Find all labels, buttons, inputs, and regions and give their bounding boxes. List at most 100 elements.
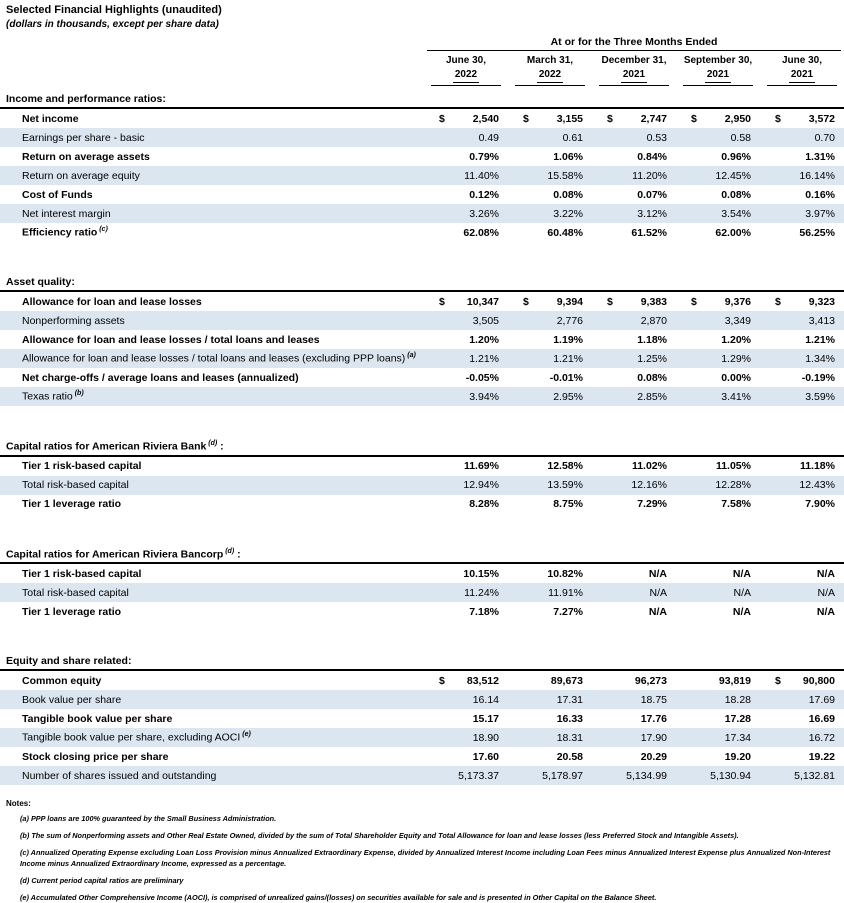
cell-value: 3,413 xyxy=(808,314,835,327)
row-label: Net income xyxy=(22,112,79,125)
table-row: Cost of Funds 0.12% 0.08% 0.07% 0.08% 0.16% xyxy=(0,185,844,204)
table-row: Net income $2,540 $3,155 $2,747 $2,950 $3,572 xyxy=(0,109,844,128)
cell-value: N/A xyxy=(816,605,835,618)
cell-value: 5,134.99 xyxy=(626,769,667,782)
row-label: Cost of Funds xyxy=(22,188,93,201)
value-cell: 3,413 xyxy=(760,315,844,327)
cell-value: 16.33 xyxy=(556,712,583,725)
value-cell: $90,800 xyxy=(760,675,844,687)
cell-value: 2,540 xyxy=(472,112,499,125)
value-cell: 19.20 xyxy=(676,751,760,763)
cell-value: 2,870 xyxy=(640,314,667,327)
footnote-marker: (d) xyxy=(223,547,235,555)
value-cell: 11.02% xyxy=(592,460,676,472)
value-cell: 16.72 xyxy=(760,732,844,744)
dollar-sign: $ xyxy=(523,295,529,308)
row-label: Nonperforming assets xyxy=(22,314,125,327)
row-label: Total risk-based capital xyxy=(22,479,129,491)
cell-value: 8.28% xyxy=(469,498,499,510)
note-item: (a) PPP loans are 100% guaranteed by the… xyxy=(20,814,277,823)
value-cell: $9,323 xyxy=(760,296,844,308)
cell-value: 12.43% xyxy=(799,479,835,491)
table-row: Tier 1 risk-based capital 11.69% 12.58% 11.… xyxy=(0,457,844,476)
cell-value: 17.76 xyxy=(640,712,667,725)
footnote-marker: (d) xyxy=(206,440,218,447)
column-date: June 30, xyxy=(781,55,823,66)
value-cell: 62.08% xyxy=(424,227,508,239)
cell-value: 61.52% xyxy=(631,226,667,239)
value-cell: 10.82% xyxy=(508,568,592,580)
cell-value: 0.16% xyxy=(805,188,835,201)
table-row: Return on average assets 0.79% 1.06% 0.84% 0… xyxy=(0,147,844,166)
cell-value: 90,800 xyxy=(802,674,835,687)
cell-value: 0.08% xyxy=(637,371,667,384)
cell-value: 3.12% xyxy=(637,207,667,220)
cell-value: 16.72 xyxy=(808,731,835,744)
cell-value: -0.01% xyxy=(549,371,583,384)
value-cell: 0.70 xyxy=(760,132,844,144)
cell-value: 7.29% xyxy=(637,498,667,510)
dollar-sign: $ xyxy=(775,112,781,125)
value-cell: 1.34% xyxy=(760,353,844,365)
value-cell: 3.12% xyxy=(592,208,676,220)
cell-value: 11.02% xyxy=(631,460,667,472)
value-cell: 3,505 xyxy=(424,315,508,327)
cell-value: -0.05% xyxy=(465,371,499,384)
cell-value: 5,132.81 xyxy=(794,769,835,782)
cell-value: 7.27% xyxy=(553,605,583,618)
cell-value: 2.85% xyxy=(637,390,667,403)
cell-value: 0.49 xyxy=(478,131,499,144)
cell-value: 0.96% xyxy=(721,150,751,163)
cell-value: N/A xyxy=(648,567,667,580)
value-cell: 7.29% xyxy=(592,498,676,510)
value-cell: 11.24% xyxy=(424,587,508,599)
cell-value: 62.08% xyxy=(463,226,499,239)
value-cell: 11.05% xyxy=(676,460,760,472)
value-cell: 18.90 xyxy=(424,732,508,744)
table-row: Total risk-based capital 11.24% 11.91% N/A N… xyxy=(0,583,844,602)
cell-value: 12.58% xyxy=(547,460,583,472)
period-header: At or for the Three Months Ended xyxy=(427,36,841,51)
cell-value: 0.61 xyxy=(562,131,583,144)
value-cell: $3,572 xyxy=(760,113,844,125)
value-cell: 0.96% xyxy=(676,151,760,163)
table-row: Efficiency ratio (c) 62.08% 60.48% 61.52% 62… xyxy=(0,223,844,242)
value-cell: 16.33 xyxy=(508,713,592,725)
cell-value: 20.29 xyxy=(640,750,667,763)
value-cell: N/A xyxy=(760,568,844,580)
cell-value: 1.34% xyxy=(805,352,835,365)
value-cell: $3,155 xyxy=(508,113,592,125)
cell-value: 5,130.94 xyxy=(710,769,751,782)
cell-value: 12.45% xyxy=(715,169,751,182)
dollar-sign: $ xyxy=(691,112,697,125)
dollar-sign: $ xyxy=(691,295,697,308)
cell-value: 1.21% xyxy=(805,333,835,346)
footnote-marker: (e) xyxy=(240,731,251,739)
value-cell: 3.41% xyxy=(676,391,760,403)
column-date: December 31, xyxy=(601,55,667,66)
cell-value: 96,273 xyxy=(634,674,667,687)
column-date: March 31, xyxy=(526,55,574,66)
cell-value: 1.18% xyxy=(637,333,667,346)
cell-value: 1.25% xyxy=(637,352,667,365)
row-label: Tangible book value per share xyxy=(22,712,173,725)
section-heading: Capital ratios for American Riviera Bank… xyxy=(0,440,844,457)
row-label: Efficiency ratio (c) xyxy=(22,226,108,239)
cell-value: -0.19% xyxy=(801,371,835,384)
value-cell: 1.06% xyxy=(508,151,592,163)
value-cell: 1.31% xyxy=(760,151,844,163)
value-cell: 1.21% xyxy=(508,353,592,365)
row-label: Tier 1 leverage ratio xyxy=(22,498,122,510)
cell-value: 7.58% xyxy=(721,498,751,510)
value-cell: 0.49 xyxy=(424,132,508,144)
value-cell: N/A xyxy=(592,587,676,599)
cell-value: 10.15% xyxy=(463,567,499,580)
value-cell: $83,512 xyxy=(424,675,508,687)
value-cell: 17.31 xyxy=(508,694,592,706)
row-label: Total risk-based capital xyxy=(22,586,129,599)
value-cell: 0.58 xyxy=(676,132,760,144)
value-cell: 17.90 xyxy=(592,732,676,744)
value-cell: 3.26% xyxy=(424,208,508,220)
cell-value: 0.08% xyxy=(553,188,583,201)
value-cell: 12.58% xyxy=(508,460,592,472)
